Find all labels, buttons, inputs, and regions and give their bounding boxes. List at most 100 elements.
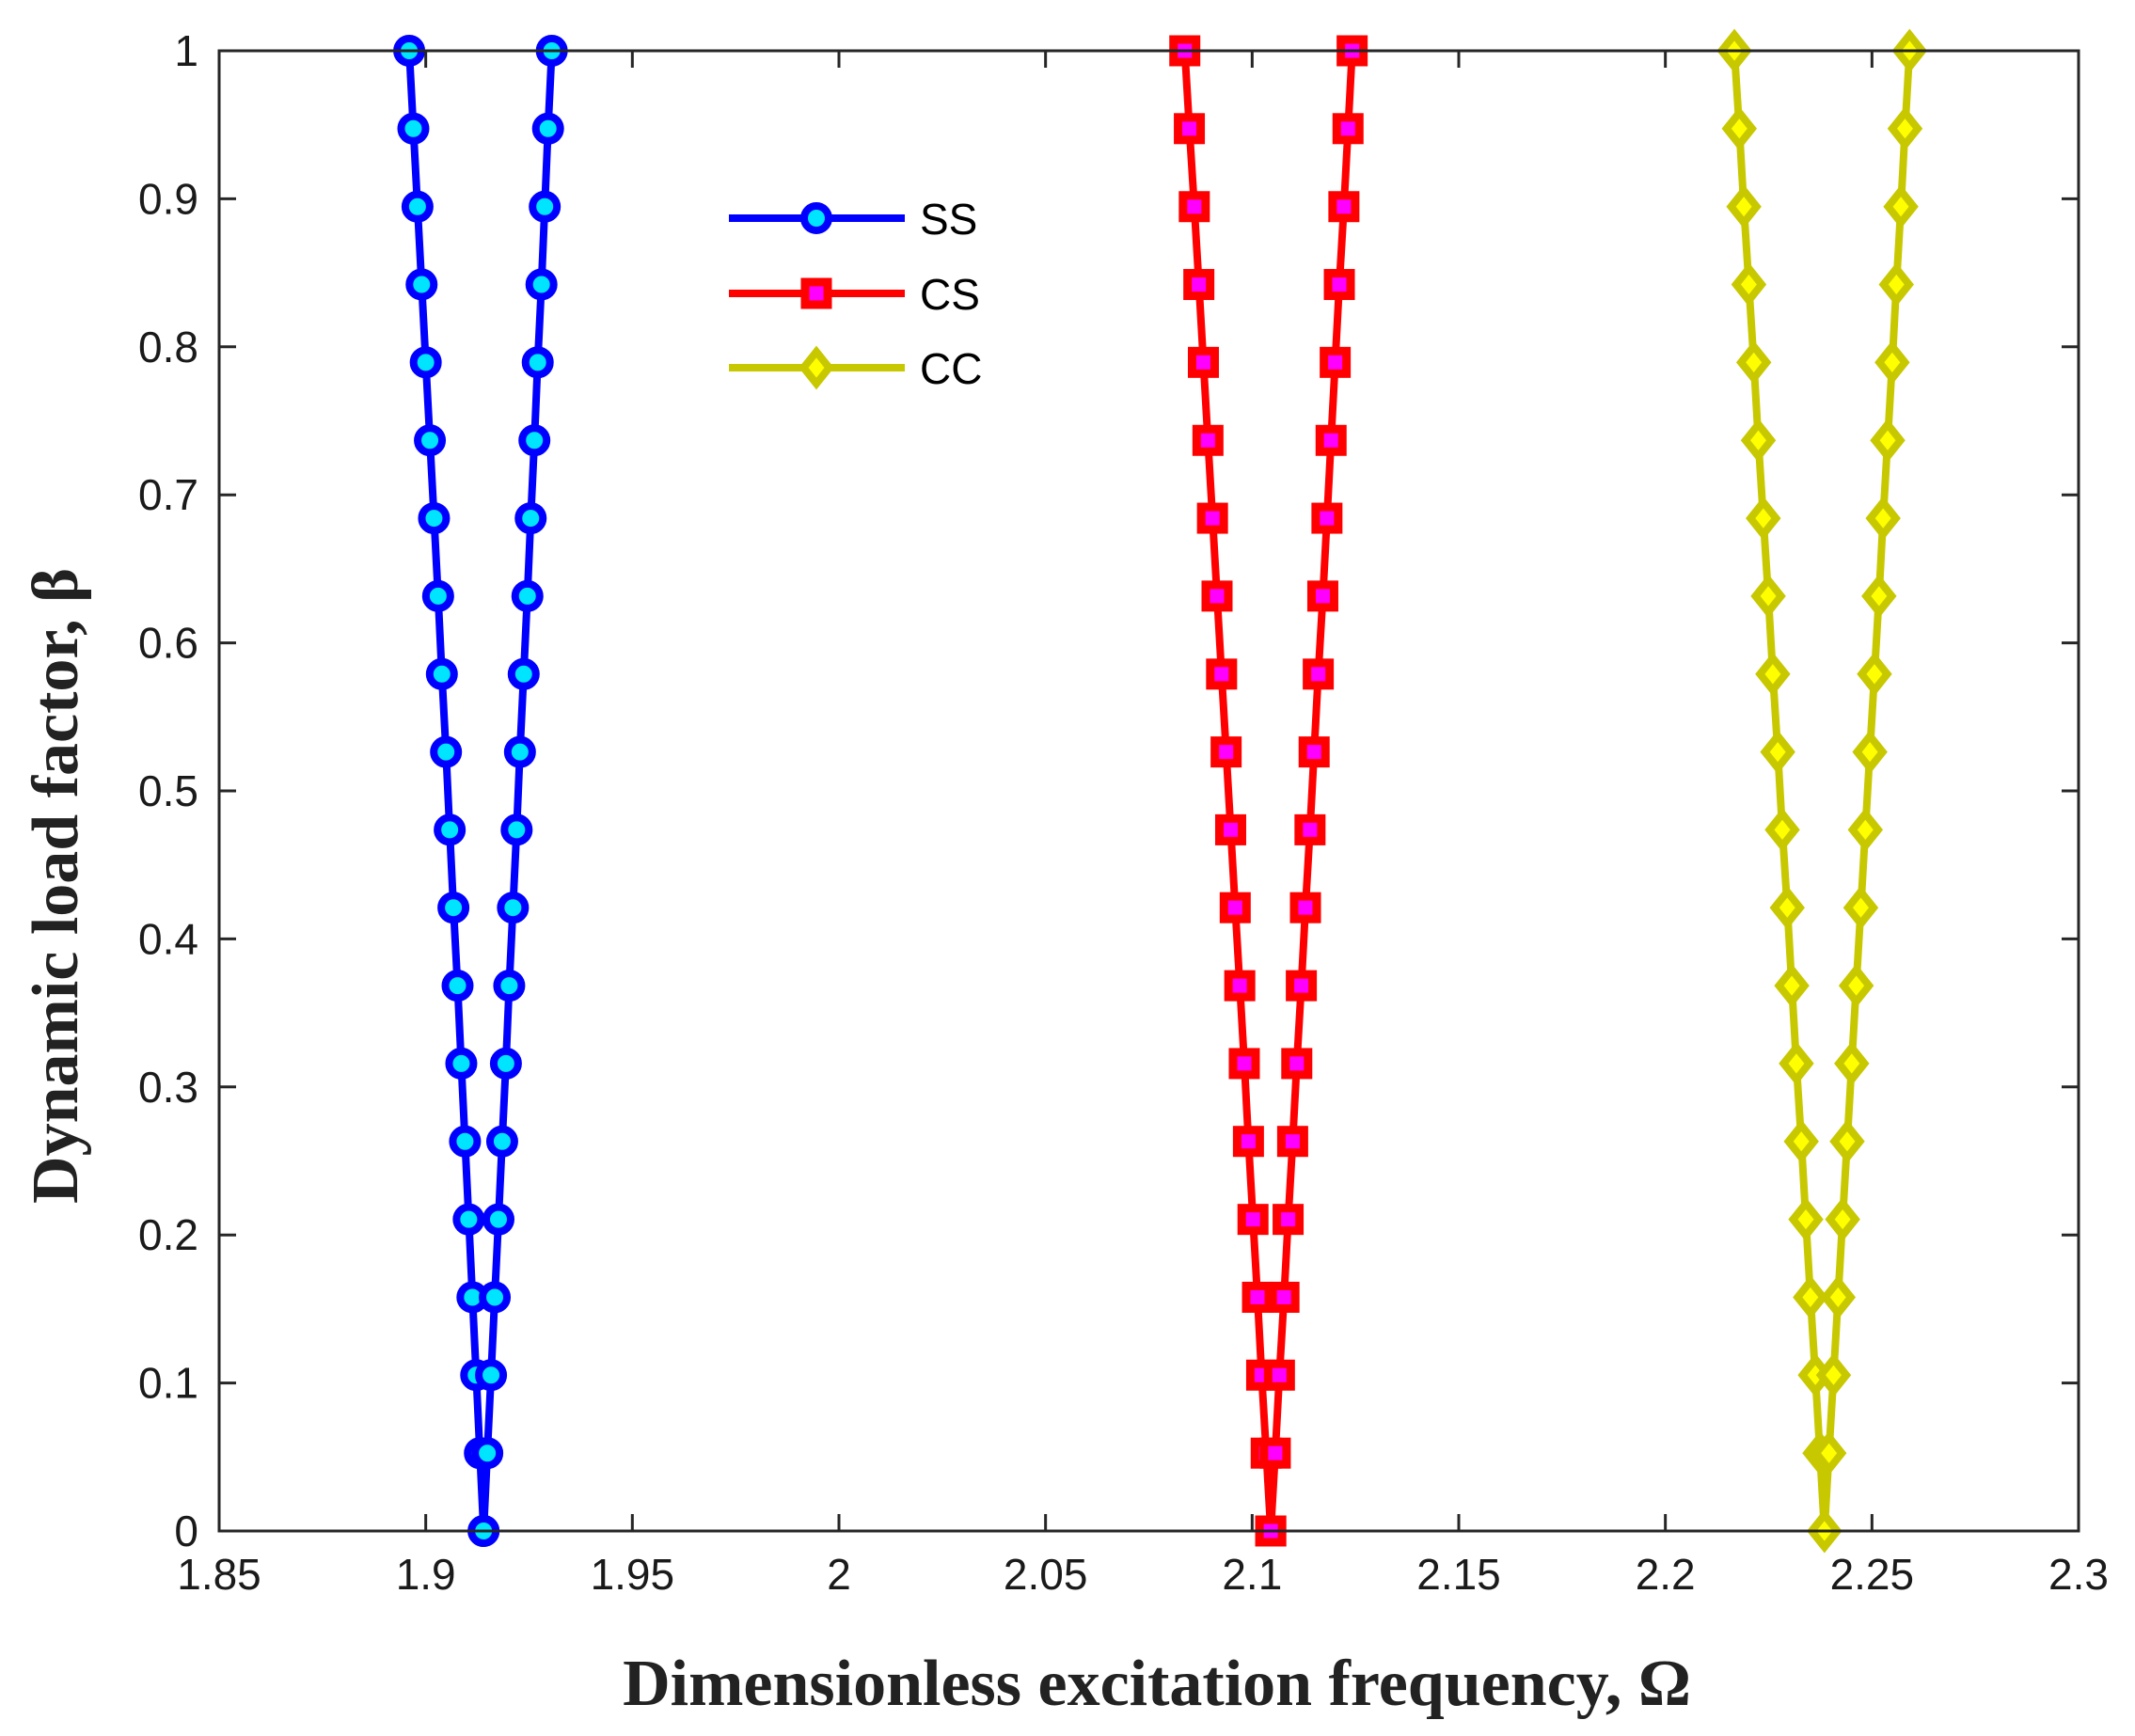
series-ss-lower-marker	[449, 1125, 482, 1158]
series-cs-lower-marker	[1237, 1204, 1269, 1236]
series-cs-lower-marker	[1187, 346, 1219, 378]
x-tick-label: 2.2	[1636, 1550, 1696, 1599]
series-cc-upper-marker	[1834, 1041, 1870, 1086]
series-cs-upper-marker	[1286, 970, 1318, 1002]
series-ss-upper-marker	[518, 424, 551, 457]
series-cs-lower-marker	[1196, 502, 1228, 534]
x-tick-label: 2.25	[1830, 1550, 1915, 1599]
legend-entry-ss: SS	[729, 195, 977, 244]
x-tick-label: 2.05	[1004, 1550, 1088, 1599]
series-cc	[1716, 28, 1928, 1554]
series-ss-lower-marker	[434, 813, 467, 846]
series-ss-upper-marker	[503, 735, 536, 768]
series-cs-lower-marker	[1178, 191, 1210, 223]
legend-entry-cs: CS	[729, 270, 980, 319]
series-cc-upper-marker	[1825, 1197, 1860, 1242]
series-ss-lower-marker	[445, 1047, 478, 1080]
axes: 1.85 1.9 1.95 2 2.05 2.1 2.15 2.2 2.25 2.3 0 0.1 0.2…	[138, 26, 2109, 1599]
series-cs-lower-marker	[1224, 970, 1256, 1002]
legend: SS CS CC	[729, 195, 982, 393]
x-tick-label: 2.15	[1416, 1550, 1501, 1599]
series-cc-upper-marker	[1811, 1430, 1847, 1476]
y-axis-title: Dynamic load factor, β	[20, 568, 92, 1204]
series-cc-upper-marker	[1857, 652, 1892, 697]
y-tick-label: 0.5	[138, 766, 198, 815]
series-cc-lower-marker	[1740, 418, 1777, 463]
series-layer	[393, 28, 1928, 1554]
series-ss-lower-marker	[414, 424, 447, 457]
y-tick-label: 0.9	[138, 174, 198, 223]
series-cc-upper-marker	[1865, 496, 1901, 541]
series-cc-upper-marker	[1878, 262, 1914, 307]
series-ss-lower-marker	[425, 657, 458, 690]
series-cc-lower-marker	[1750, 574, 1786, 619]
series-cs-upper-marker	[1298, 736, 1330, 768]
series-ss-upper-marker	[511, 579, 544, 612]
series-ss	[393, 35, 568, 1547]
x-tick-label: 2	[827, 1550, 851, 1599]
series-ss-upper-marker	[493, 970, 526, 1002]
series-ss-lower-marker	[430, 735, 463, 768]
y-tick-label: 0.2	[138, 1210, 198, 1259]
series-cs-upper-marker	[1311, 502, 1343, 534]
series-ss-lower-marker	[452, 1203, 485, 1236]
series-cc-upper-marker	[1861, 574, 1897, 619]
series-cs-upper-marker	[1320, 346, 1352, 378]
series-cc-lower-marker	[1746, 496, 1781, 541]
series-cc-lower-marker	[1779, 1041, 1814, 1086]
series-cs	[1169, 35, 1368, 1547]
legend-marker-ss	[800, 202, 832, 234]
series-ss-lower-marker	[397, 112, 430, 145]
series-cc-lower-marker	[1735, 339, 1772, 385]
x-tick-label: 2.1	[1222, 1550, 1282, 1599]
series-cs-lower-marker	[1210, 736, 1242, 768]
series-cs-lower-marker	[1241, 1281, 1273, 1313]
y-tick-label: 0.8	[138, 323, 198, 371]
x-tick-label: 2.3	[2048, 1550, 2109, 1599]
series-cc-upper-marker	[1815, 1352, 1852, 1397]
y-tick-label: 0.3	[138, 1063, 198, 1112]
legend-marker-cs	[800, 277, 832, 309]
series-ss-lower-marker	[437, 892, 470, 924]
x-tick-label: 1.9	[396, 1550, 456, 1599]
legend-label-cs: CS	[920, 270, 980, 319]
series-cc-upper-marker	[1842, 885, 1879, 930]
y-tick-label: 0.6	[138, 619, 198, 668]
series-cc-lower-marker	[1788, 1197, 1824, 1242]
series-ss-upper-marker	[482, 1203, 514, 1236]
series-ss-upper-marker	[500, 813, 533, 846]
y-tick-label: 0.7	[138, 470, 198, 519]
series-cs-upper-marker	[1323, 269, 1355, 301]
series-cs-upper-marker	[1268, 1281, 1300, 1313]
series-ss-lower-marker	[409, 346, 442, 379]
series-ss-lower-marker	[405, 268, 438, 301]
series-cc-lower-marker	[1793, 1275, 1828, 1319]
series-cs-lower-marker	[1201, 580, 1233, 612]
series-cc-upper-marker	[1820, 1275, 1857, 1319]
series-ss-upper-marker	[531, 112, 564, 145]
series-cs-upper-marker	[1303, 658, 1335, 690]
series-cc-lower-marker	[1731, 262, 1767, 307]
series-cc-lower-marker	[1769, 885, 1805, 930]
y-tick-label: 0.4	[138, 914, 198, 963]
legend-label-ss: SS	[920, 195, 977, 244]
series-ss-lower-marker	[441, 970, 474, 1002]
series-ss-upper-marker	[489, 1047, 522, 1080]
series-cc-upper-marker	[1883, 184, 1919, 229]
series-cs-lower-marker	[1228, 1048, 1260, 1080]
series-cc-lower-marker	[1764, 807, 1800, 852]
plot-area	[219, 51, 2079, 1531]
series-ss-upper-marker	[514, 502, 547, 535]
series-cs-upper-marker	[1259, 1437, 1291, 1469]
series-cc-lower-marker	[1755, 652, 1791, 697]
series-ss-lower-marker	[418, 502, 451, 535]
series-cc-upper-marker	[1887, 106, 1923, 151]
series-cc-upper-marker	[1870, 418, 1906, 463]
series-cs-lower-marker	[1206, 658, 1238, 690]
y-tick-label: 0.1	[138, 1359, 198, 1408]
series-cc-lower-marker	[1721, 106, 1758, 151]
series-ss-lower-marker	[421, 579, 454, 612]
series-cc-upper-marker	[1874, 339, 1910, 385]
series-ss-upper-marker	[521, 346, 554, 379]
